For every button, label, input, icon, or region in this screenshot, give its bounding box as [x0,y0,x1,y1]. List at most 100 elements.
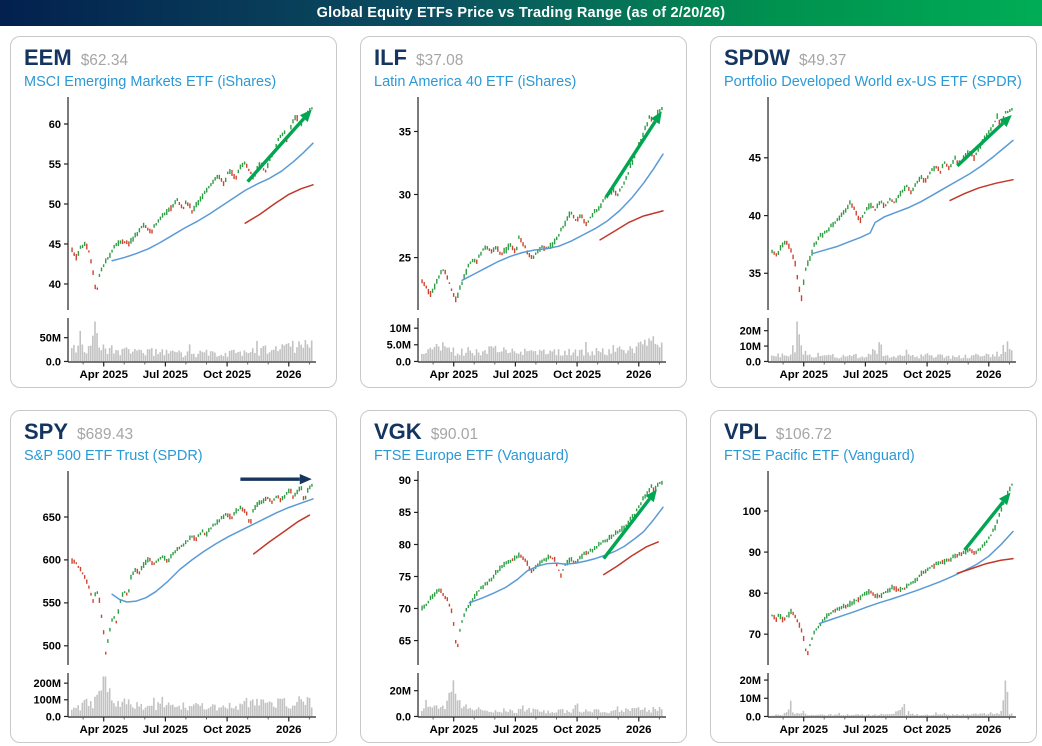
svg-text:2026: 2026 [976,724,1002,736]
etf-card-EEM: EEM $62.34 MSCI Emerging Markets ETF (iS… [10,36,337,388]
svg-text:40: 40 [749,210,761,222]
svg-text:Jul 2025: Jul 2025 [493,724,539,736]
svg-text:85: 85 [399,507,411,519]
etf-card-head: VPL $106.72 [724,419,1024,444]
etf-ticker: ILF [374,45,407,70]
svg-text:2026: 2026 [626,369,652,381]
etf-last-price: $689.43 [77,426,134,443]
svg-text:75: 75 [399,571,411,583]
svg-text:2026: 2026 [276,369,302,381]
etf-card-head: ILF $37.08 [374,45,674,70]
svg-text:30: 30 [399,189,411,201]
svg-text:90: 90 [399,475,411,487]
svg-text:35: 35 [399,126,411,138]
page-title: Global Equity ETFs Price vs Trading Rang… [316,5,726,21]
svg-text:60: 60 [49,119,61,131]
svg-text:Oct 2025: Oct 2025 [553,724,601,736]
svg-text:550: 550 [43,598,61,610]
svg-text:0.0: 0.0 [746,711,761,723]
svg-text:25: 25 [399,252,411,264]
etf-ticker: EEM [24,45,72,70]
etf-last-price: $37.08 [416,52,464,69]
svg-text:50M: 50M [40,333,61,345]
etf-subtitle: MSCI Emerging Markets ETF (iShares) [24,74,277,91]
svg-text:Oct 2025: Oct 2025 [203,369,251,381]
svg-text:50: 50 [49,199,61,211]
svg-text:0.0: 0.0 [46,356,61,368]
etf-subtitle: S&P 500 ETF Trust (SPDR) [24,448,203,465]
etf-card-SPY: SPY $689.43 S&P 500 ETF Trust (SPDR) 500… [10,410,337,743]
svg-text:Apr 2025: Apr 2025 [79,369,128,381]
svg-text:70: 70 [399,603,411,615]
svg-text:Jul 2025: Jul 2025 [143,369,189,381]
svg-text:Apr 2025: Apr 2025 [429,724,478,736]
svg-text:20M: 20M [390,686,411,698]
etf-price-volume-chart: 40 45 50 55 60 0.0 50M Apr 2025 Jul 2025 Oct 2025… [40,97,316,381]
svg-text:Oct 2025: Oct 2025 [553,369,601,381]
etf-subtitle: FTSE Pacific ETF (Vanguard) [724,448,915,465]
svg-text:650: 650 [43,512,61,524]
svg-text:Apr 2025: Apr 2025 [779,724,828,736]
svg-text:2026: 2026 [276,724,302,736]
etf-ticker: SPDW [724,45,790,70]
etf-ticker: SPY [24,419,69,444]
etf-subtitle: Latin America 40 ETF (iShares) [374,74,577,91]
svg-text:100: 100 [743,506,761,518]
etf-last-price: $62.34 [80,52,129,69]
etf-ticker: VGK [374,419,422,444]
svg-text:2026: 2026 [976,369,1002,381]
svg-text:5.0M: 5.0M [387,340,411,352]
svg-text:45: 45 [49,239,61,251]
svg-text:Jul 2025: Jul 2025 [843,724,889,736]
etf-card-VGK: VGK $90.01 FTSE Europe ETF (Vanguard) 65… [360,410,687,743]
svg-text:40: 40 [49,279,61,291]
etf-price-volume-chart: 70 80 90 100 0.0 10M 20M Apr 2025 Jul 2025 Oct 20… [740,471,1016,736]
etf-subtitle: FTSE Europe ETF (Vanguard) [374,448,569,465]
svg-text:55: 55 [49,159,61,171]
etf-price-volume-chart: 35 40 45 0.0 10M 20M Apr 2025 Jul 2025 Oct 2025 2… [740,97,1016,381]
etf-price-volume-chart: 65 70 75 80 85 90 0.0 20M Apr 2025 Jul 2025 Oct 20… [390,471,666,736]
etf-last-price: $106.72 [775,426,832,443]
svg-text:Oct 2025: Oct 2025 [903,724,951,736]
svg-text:Oct 2025: Oct 2025 [903,369,951,381]
svg-text:Jul 2025: Jul 2025 [843,369,889,381]
svg-text:10M: 10M [740,693,761,705]
svg-text:10M: 10M [740,341,761,353]
svg-text:2026: 2026 [626,724,652,736]
svg-text:500: 500 [43,641,61,653]
svg-text:Jul 2025: Jul 2025 [493,369,539,381]
svg-text:10M: 10M [390,323,411,335]
header-bar: Global Equity ETFs Price vs Trading Rang… [0,0,1042,26]
svg-text:600: 600 [43,555,61,567]
etf-subtitle: Portfolio Developed World ex-US ETF (SPD… [724,74,1022,91]
svg-text:70: 70 [749,629,761,641]
svg-text:0.0: 0.0 [746,356,761,368]
svg-text:80: 80 [399,539,411,551]
svg-text:35: 35 [749,268,761,280]
svg-text:20M: 20M [740,326,761,338]
etf-card-head: EEM $62.34 [24,45,324,70]
svg-text:90: 90 [749,547,761,559]
etf-card-VPL: VPL $106.72 FTSE Pacific ETF (Vanguard) … [710,410,1037,743]
svg-text:Apr 2025: Apr 2025 [429,369,478,381]
svg-text:65: 65 [399,635,411,647]
etf-card-SPDW: SPDW $49.37 Portfolio Developed World ex… [710,36,1037,388]
svg-text:Oct 2025: Oct 2025 [203,724,251,736]
etf-ticker: VPL [724,419,767,444]
svg-text:Apr 2025: Apr 2025 [79,724,128,736]
svg-text:100M: 100M [34,695,61,707]
etf-card-head: VGK $90.01 [374,419,674,444]
etf-price-volume-chart: 500 550 600 650 0.0 100M 200M Apr 2025 Jul 2025 O… [34,471,316,736]
svg-text:200M: 200M [34,678,61,690]
svg-text:45: 45 [749,153,761,165]
etf-last-price: $49.37 [799,52,847,69]
svg-text:20M: 20M [740,675,761,687]
svg-text:0.0: 0.0 [396,356,411,368]
etf-card-head: SPY $689.43 [24,419,324,444]
svg-text:80: 80 [749,588,761,600]
svg-text:Apr 2025: Apr 2025 [779,369,828,381]
etf-grid: EEM $62.34 MSCI Emerging Markets ETF (iS… [0,26,1042,743]
svg-text:0.0: 0.0 [46,711,61,723]
etf-card-ILF: ILF $37.08 Latin America 40 ETF (iShares… [360,36,687,388]
